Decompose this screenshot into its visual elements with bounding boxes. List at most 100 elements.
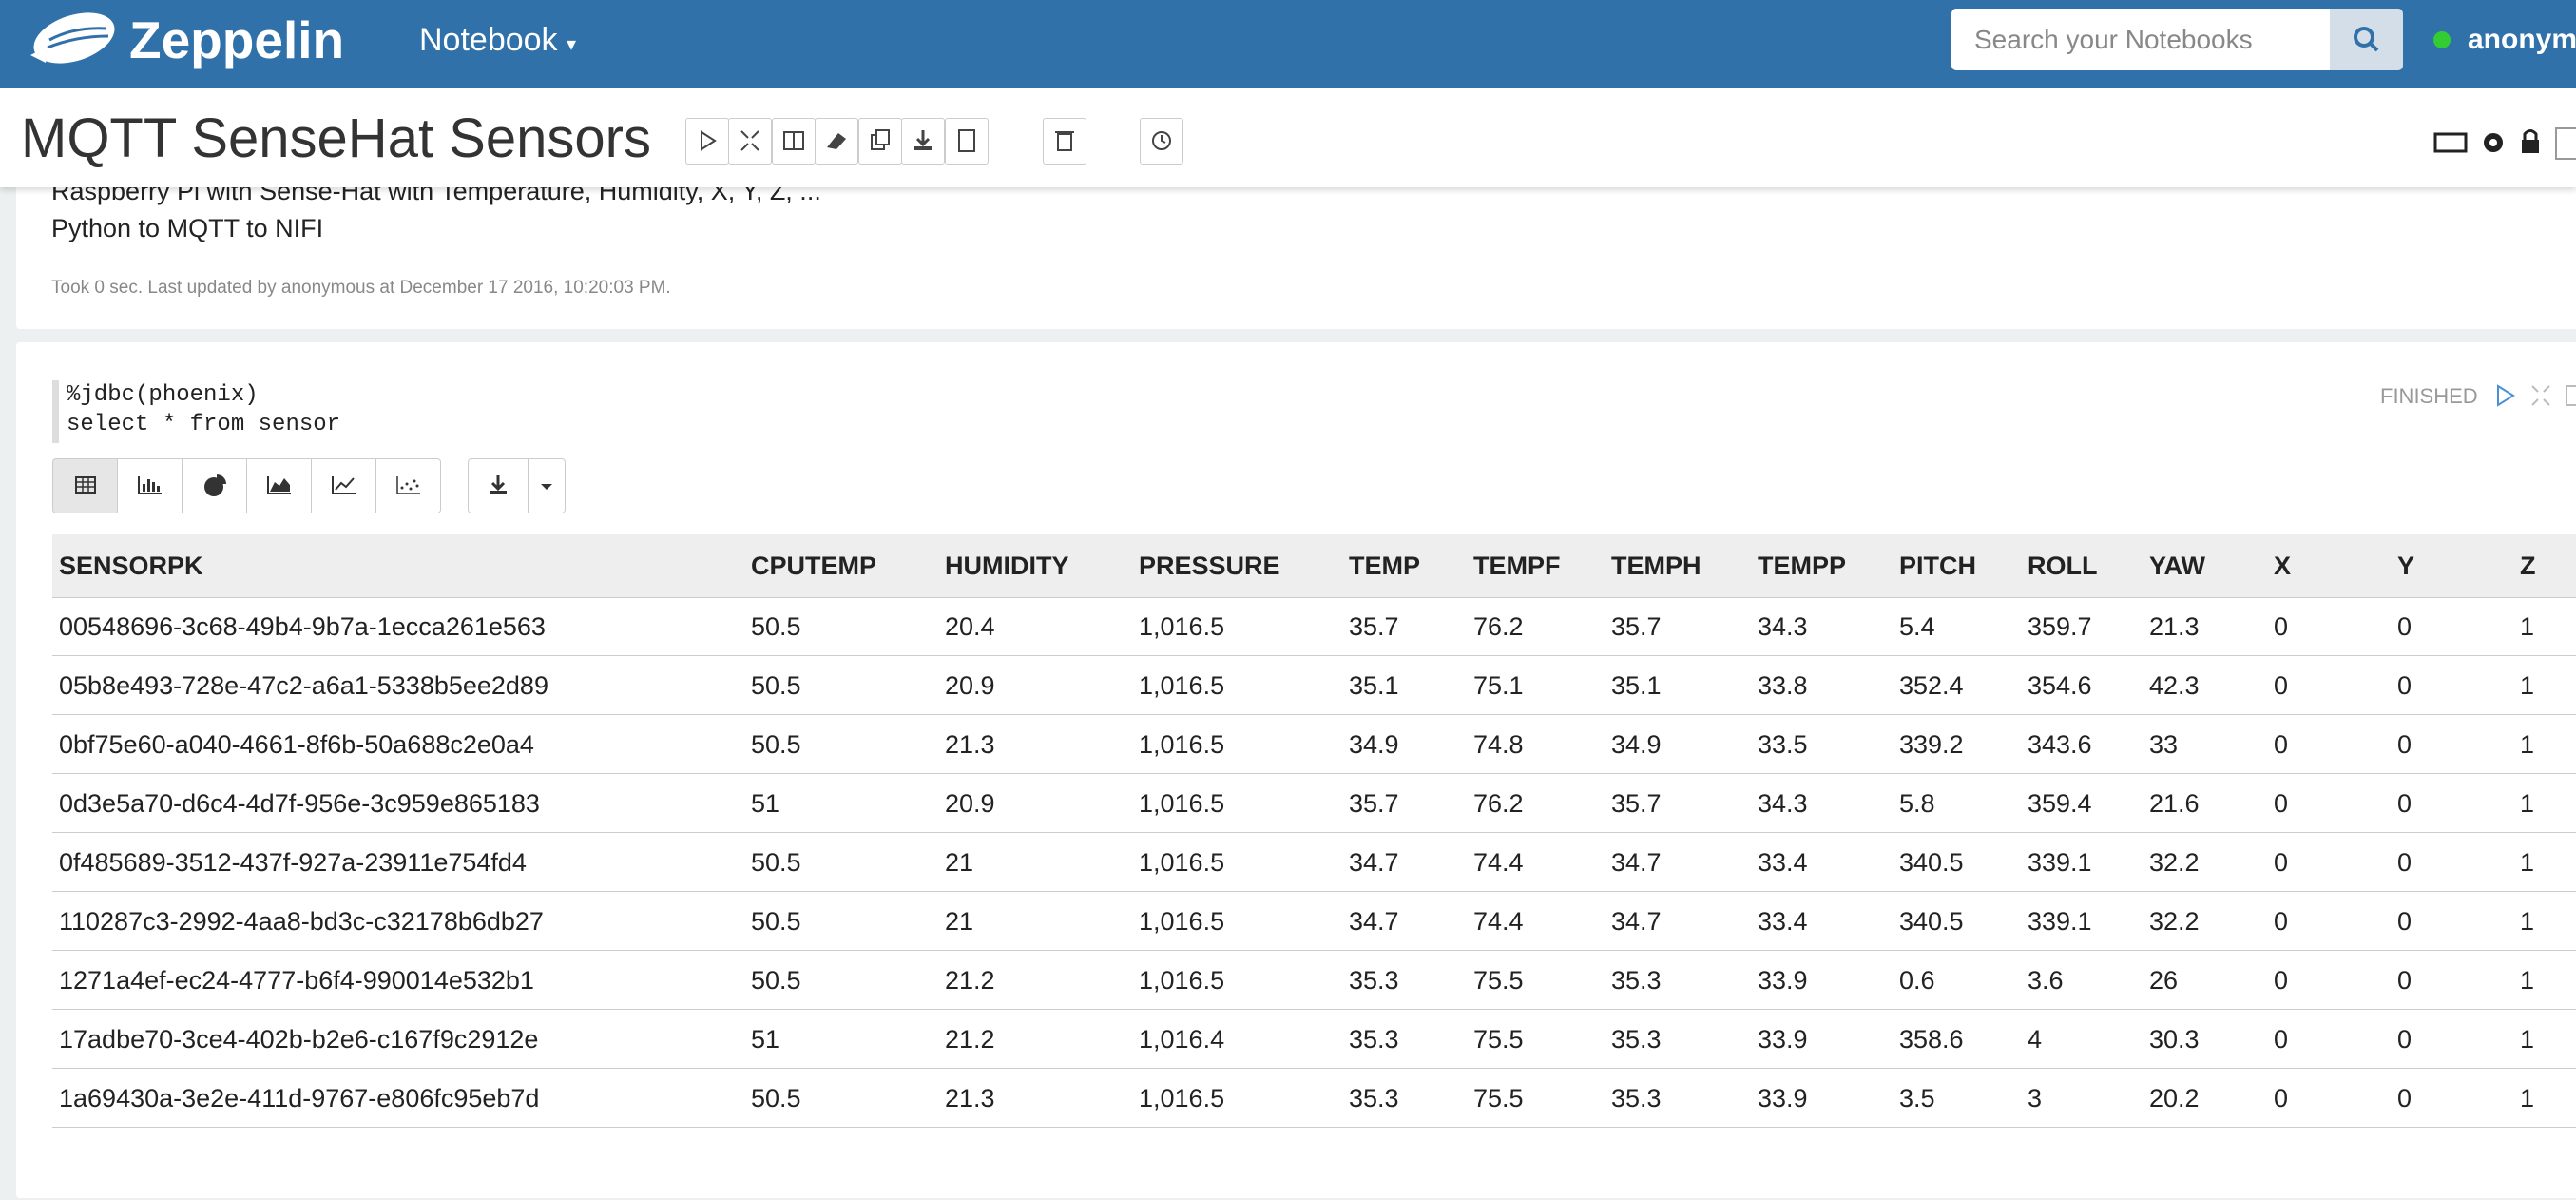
table-cell: 1 xyxy=(2520,612,2535,641)
status-dot xyxy=(2433,31,2451,48)
table-cell: 359.7 xyxy=(2028,612,2092,641)
table-cell: 1,016.5 xyxy=(1139,1084,1225,1113)
table-cell: 0 xyxy=(2274,848,2289,877)
table-cell: 74.8 xyxy=(1473,730,1524,759)
download-dropdown[interactable] xyxy=(528,458,566,513)
column-header[interactable]: TEMPP xyxy=(1758,552,1847,580)
title-bar: MQTT SenseHat Sensors xyxy=(0,88,2576,187)
table-cell: 33 xyxy=(2149,730,2179,759)
version-button[interactable] xyxy=(945,118,989,165)
column-header[interactable]: TEMPF xyxy=(1473,552,1561,580)
column-header[interactable]: ROLL xyxy=(2028,552,2098,580)
user-name[interactable]: anonymo xyxy=(2468,24,2576,55)
table-cell: 33.9 xyxy=(1758,966,1808,995)
table-cell: 352.4 xyxy=(1899,671,1964,700)
download-button[interactable] xyxy=(468,458,529,513)
column-header[interactable]: TEMPH xyxy=(1611,552,1701,580)
area-chart-button[interactable] xyxy=(246,458,313,513)
column-header[interactable]: PRESSURE xyxy=(1139,552,1280,580)
column-header[interactable]: X xyxy=(2274,552,2292,580)
table-cell: 0f485689-3512-437f-927a-23911e754fd4 xyxy=(59,848,527,877)
table-cell: 76.2 xyxy=(1473,612,1524,641)
table-cell: 35.7 xyxy=(1611,789,1662,818)
column-header[interactable]: HUMIDITY xyxy=(945,552,1069,580)
table-cell: 76.2 xyxy=(1473,789,1524,818)
settings-icons[interactable] xyxy=(2433,123,2576,161)
table-cell: 35.3 xyxy=(1349,1025,1399,1054)
notebook-menu[interactable]: Notebook ▾ xyxy=(419,19,576,66)
table-cell: 1 xyxy=(2520,907,2535,936)
table-cell: 35.1 xyxy=(1349,671,1399,700)
table-cell: 1,016.5 xyxy=(1139,730,1225,759)
table-cell: 50.5 xyxy=(751,730,801,759)
table-cell: 17adbe70-3ce4-402b-b2e6-c167f9c2912e xyxy=(59,1025,539,1054)
row-divider xyxy=(52,950,2576,951)
table-cell: 74.4 xyxy=(1473,907,1524,936)
paragraph-controls[interactable] xyxy=(2494,380,2576,413)
column-header[interactable]: CPUTEMP xyxy=(751,552,877,580)
table-cell: 0 xyxy=(2397,789,2413,818)
run-all-button[interactable] xyxy=(685,118,729,165)
pie-chart-button[interactable] xyxy=(182,458,248,513)
table-cell: 32.2 xyxy=(2149,907,2200,936)
scatter-chart-button[interactable] xyxy=(375,458,441,513)
table-cell: 33.4 xyxy=(1758,907,1808,936)
table-cell: 74.4 xyxy=(1473,848,1524,877)
notebook-title[interactable]: MQTT SenseHat Sensors xyxy=(21,107,651,169)
table-view-button[interactable] xyxy=(52,458,119,513)
table-cell: 1 xyxy=(2520,848,2535,877)
schedule-button[interactable] xyxy=(1140,118,1183,165)
delete-button[interactable] xyxy=(1043,118,1086,165)
download-group xyxy=(468,458,566,513)
table-cell: 21.3 xyxy=(945,730,995,759)
visualization-toolbar xyxy=(52,458,441,513)
table-cell: 21.3 xyxy=(945,1084,995,1113)
clone-button[interactable] xyxy=(858,118,902,165)
column-header[interactable]: YAW xyxy=(2149,552,2206,580)
table-cell: 20.4 xyxy=(945,612,995,641)
table-cell: 110287c3-2992-4aa8-bd3c-c32178b6db27 xyxy=(59,907,544,936)
row-divider xyxy=(52,891,2576,892)
table-cell: 75.5 xyxy=(1473,966,1524,995)
table-cell: 0 xyxy=(2397,907,2413,936)
table-cell: 0d3e5a70-d6c4-4d7f-956e-3c959e865183 xyxy=(59,789,540,818)
clear-output-button[interactable] xyxy=(815,118,858,165)
table-cell: 1 xyxy=(2520,789,2535,818)
table-cell: 0 xyxy=(2397,730,2413,759)
column-header[interactable]: TEMP xyxy=(1349,552,1421,580)
table-cell: 0 xyxy=(2397,966,2413,995)
table-cell: 35.7 xyxy=(1349,612,1399,641)
column-header[interactable]: PITCH xyxy=(1899,552,1976,580)
table-cell: 0 xyxy=(2274,671,2289,700)
table-cell: 32.2 xyxy=(2149,848,2200,877)
table-cell: 1271a4ef-ec24-4777-b6f4-990014e532b1 xyxy=(59,966,534,995)
table-cell: 21.6 xyxy=(2149,789,2200,818)
table-cell: 33.9 xyxy=(1758,1084,1808,1113)
table-cell: 3.6 xyxy=(2028,966,2064,995)
navbar: Zeppelin Notebook ▾ Search your Notebook… xyxy=(0,0,2576,88)
table-cell: 339.1 xyxy=(2028,848,2092,877)
table-cell: 0 xyxy=(2274,966,2289,995)
table-cell: 34.3 xyxy=(1758,612,1808,641)
line-chart-button[interactable] xyxy=(311,458,377,513)
table-cell: 30.3 xyxy=(2149,1025,2200,1054)
hide-output-button[interactable] xyxy=(772,118,816,165)
table-cell: 42.3 xyxy=(2149,671,2200,700)
hide-code-button[interactable] xyxy=(728,118,772,165)
search-input[interactable]: Search your Notebooks xyxy=(1951,9,2330,70)
table-cell: 5.8 xyxy=(1899,789,1935,818)
table-cell: 0 xyxy=(2397,848,2413,877)
bar-chart-button[interactable] xyxy=(117,458,183,513)
table-cell: 1 xyxy=(2520,1025,2535,1054)
table-cell: 343.6 xyxy=(2028,730,2092,759)
column-header[interactable]: Z xyxy=(2520,552,2536,580)
column-header[interactable]: Y xyxy=(2397,552,2415,580)
export-button[interactable] xyxy=(901,118,945,165)
table-cell: 34.9 xyxy=(1349,730,1399,759)
table-cell: 21.3 xyxy=(2149,612,2200,641)
table-cell: 26 xyxy=(2149,966,2179,995)
search-button[interactable] xyxy=(2330,9,2403,70)
logo-text[interactable]: Zeppelin xyxy=(129,10,345,69)
code-editor[interactable]: %jdbc(phoenix) select * from sensor xyxy=(67,380,340,439)
column-header[interactable]: SENSORPK xyxy=(59,552,203,580)
